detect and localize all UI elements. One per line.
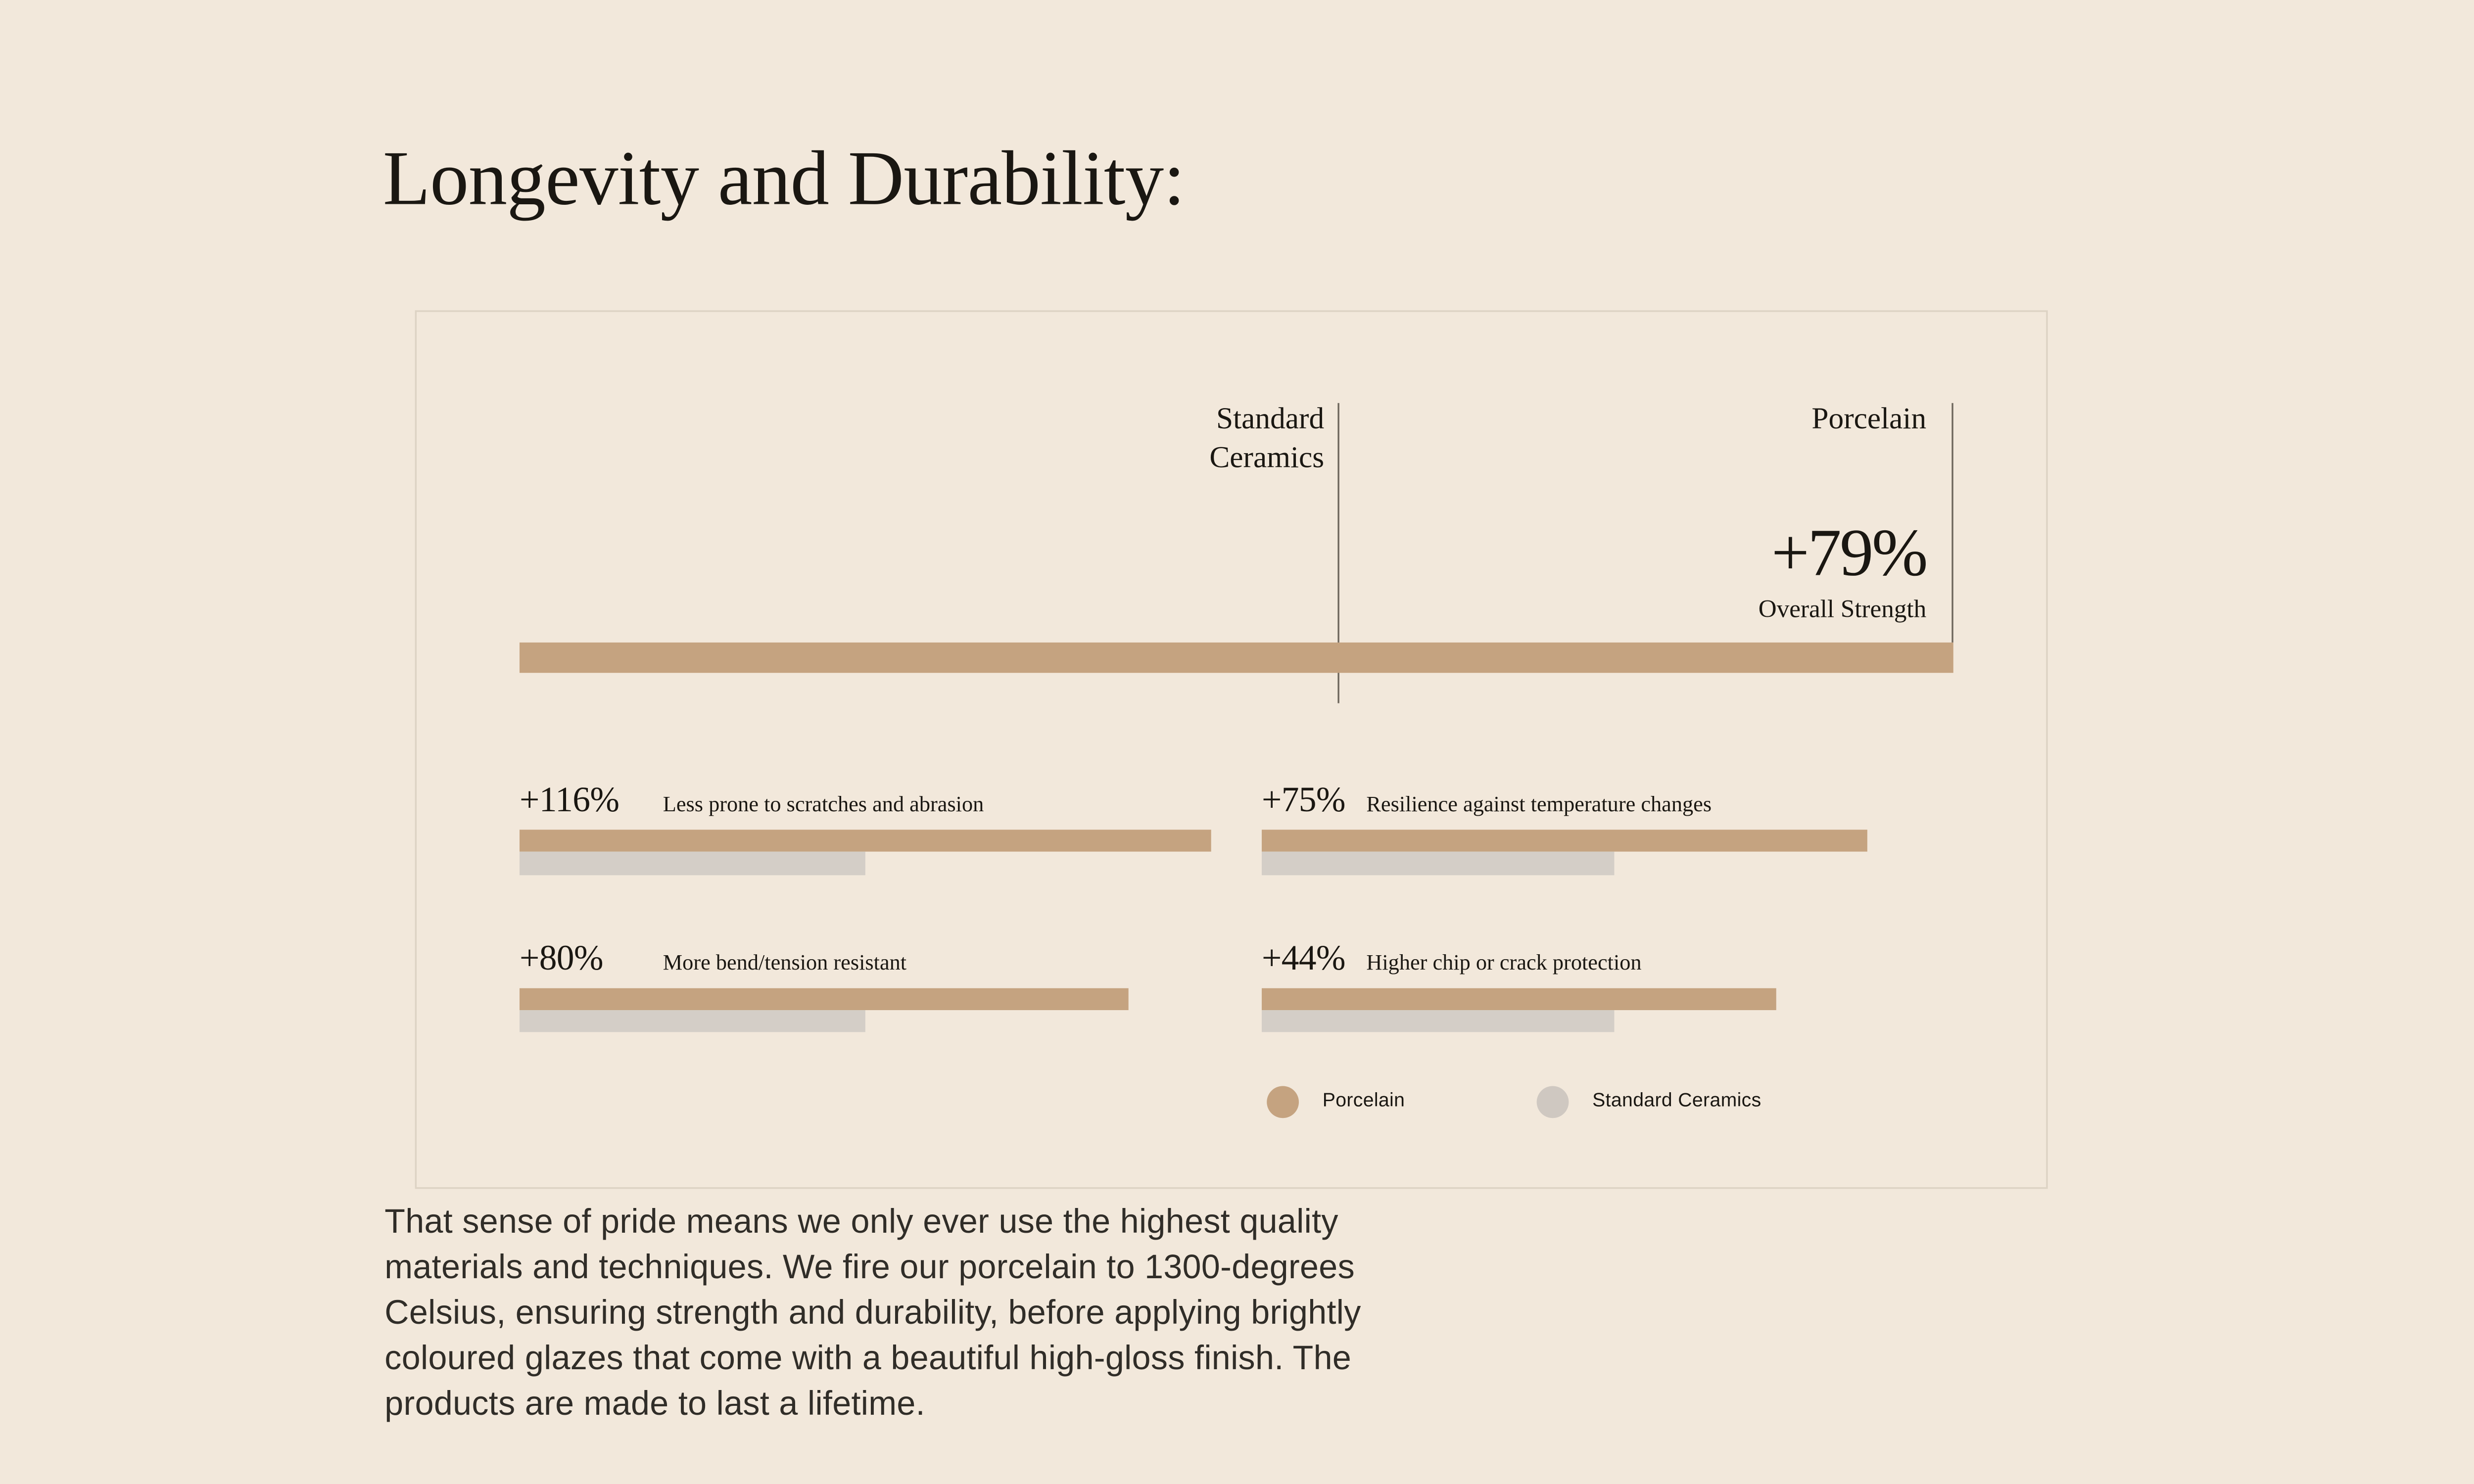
overall-strength-bar (520, 642, 1953, 673)
legend: Porcelain Standard Ceramics (520, 1086, 1953, 1123)
stat-value: +75% (1262, 779, 1346, 820)
stat-header: +44% Higher chip or crack protection (1262, 937, 1953, 982)
porcelain-bar (1262, 830, 1867, 852)
porcelain-bar (520, 830, 1211, 852)
porcelain-swatch-icon (1267, 1086, 1299, 1118)
stat-label: Less prone to scratches and abrasion (663, 790, 984, 816)
chart-panel: Standard Ceramics Porcelain +79% Overall… (415, 310, 2048, 1189)
overall-strength-headline: +79% Overall Strength (1758, 514, 1928, 626)
stat-value: +44% (1262, 936, 1346, 977)
overall-strength-value: +79% (1771, 514, 1928, 591)
porcelain-bar (520, 987, 1128, 1010)
standard-ceramics-swatch-icon (1536, 1086, 1569, 1118)
legend-item-porcelain: Porcelain (1267, 1086, 1405, 1118)
legend-label: Standard Ceramics (1592, 1091, 1761, 1112)
stat-chip-crack: +44% Higher chip or crack protection (1262, 937, 1953, 1032)
overall-strength-caption: Overall Strength (1758, 597, 1927, 624)
stat-bend-tension: +80% More bend/tension resistant (520, 937, 1211, 1032)
stat-scratch-abrasion: +116% Less prone to scratches and abrasi… (520, 779, 1211, 875)
stats-grid: +116% Less prone to scratches and abrasi… (520, 779, 1953, 1032)
stat-header: +80% More bend/tension resistant (520, 937, 1211, 982)
body-paragraph: That sense of pride means we only ever u… (384, 1204, 1361, 1424)
stat-header: +75% Resilience against temperature chan… (1262, 779, 1953, 825)
porcelain-bar (1262, 987, 1777, 1010)
stat-temperature-resilience: +75% Resilience against temperature chan… (1262, 779, 1953, 875)
stat-label: Resilience against temperature changes (1366, 790, 1712, 816)
legend-item-standard-ceramics: Standard Ceramics (1536, 1086, 1761, 1118)
stat-value: +80% (520, 936, 604, 977)
standard-ceramics-marker-line (1337, 403, 1339, 703)
porcelain-axis-label: Porcelain (1811, 401, 1927, 435)
stat-label: Higher chip or crack protection (1366, 948, 1642, 974)
legend-label: Porcelain (1322, 1091, 1405, 1112)
stat-header: +116% Less prone to scratches and abrasi… (520, 779, 1211, 825)
porcelain-marker-line (1951, 403, 1953, 643)
standard-ceramics-bar (520, 1009, 865, 1032)
standard-ceramics-axis-label: Standard Ceramics (1209, 401, 1325, 474)
page-title: Longevity and Durability: (382, 135, 1185, 221)
stat-label: More bend/tension resistant (663, 948, 907, 974)
standard-ceramics-bar (1262, 1009, 1615, 1032)
standard-ceramics-bar (520, 851, 865, 875)
stat-value: +116% (520, 779, 619, 820)
standard-ceramics-bar (1262, 851, 1615, 875)
